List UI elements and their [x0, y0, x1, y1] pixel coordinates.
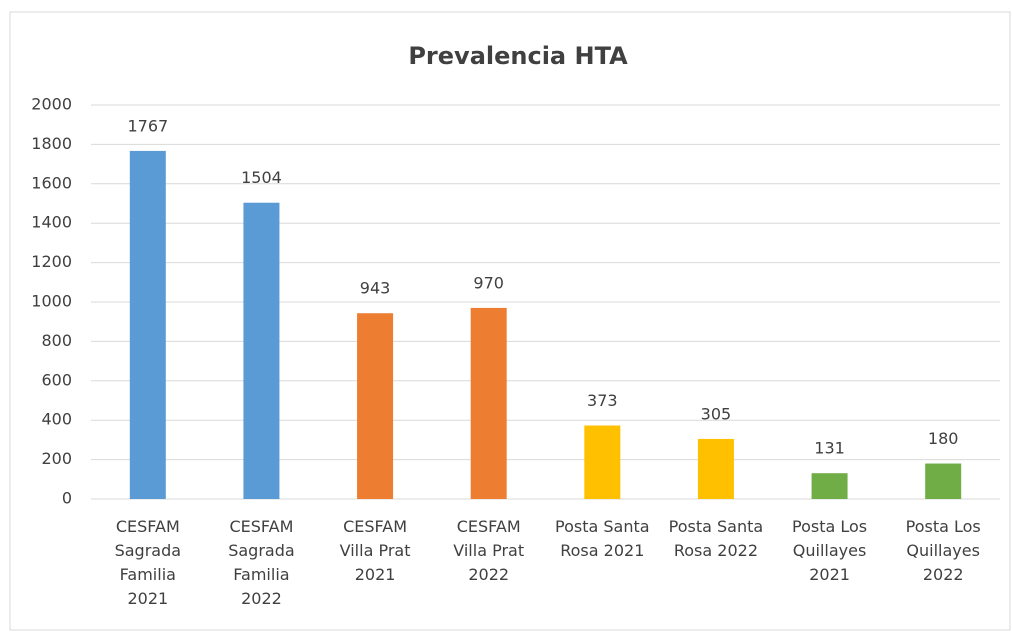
y-tick-label: 1600 — [31, 173, 72, 192]
y-tick-label: 1200 — [31, 252, 72, 271]
y-tick-label: 600 — [41, 370, 72, 389]
y-tick-label: 1800 — [31, 134, 72, 153]
y-tick-label: 2000 — [31, 95, 72, 114]
bar — [811, 473, 848, 499]
value-label: 131 — [814, 439, 845, 458]
bar — [697, 438, 734, 499]
y-tick-label: 200 — [41, 449, 72, 468]
value-label: 970 — [473, 273, 504, 292]
x-tick-label: Posta Santa Rosa 2021 — [555, 517, 650, 560]
y-tick-label: 1000 — [31, 292, 72, 311]
x-tick-label: CESFAM Sagrada Familia 2022 — [228, 517, 294, 608]
y-tick-label: 0 — [62, 489, 72, 508]
value-label: 1504 — [241, 168, 282, 187]
value-label: 180 — [928, 429, 959, 448]
y-tick-label: 800 — [41, 331, 72, 350]
bar — [243, 202, 280, 499]
bar — [357, 313, 394, 499]
x-tick-label: CESFAM Villa Prat 2022 — [453, 517, 524, 584]
value-label: 1767 — [127, 116, 168, 135]
x-tick-label: Posta Los Quillayes 2021 — [792, 517, 867, 584]
value-label: 305 — [701, 404, 732, 423]
value-label: 373 — [587, 391, 618, 410]
x-tick-label: Posta Santa Rosa 2022 — [669, 517, 764, 560]
bar — [925, 463, 962, 499]
chart-title: Prevalencia HTA — [408, 42, 628, 70]
x-tick-label: CESFAM Sagrada Familia 2021 — [115, 517, 181, 608]
y-tick-label: 1400 — [31, 213, 72, 232]
bar — [470, 307, 507, 499]
x-tick-label: Posta Los Quillayes 2022 — [906, 517, 981, 584]
value-label: 943 — [360, 279, 391, 298]
bar — [129, 150, 166, 499]
chart-border — [9, 11, 1011, 631]
bar — [584, 425, 621, 499]
y-tick-label: 400 — [41, 410, 72, 429]
x-tick-label: CESFAM Villa Prat 2021 — [340, 517, 411, 584]
